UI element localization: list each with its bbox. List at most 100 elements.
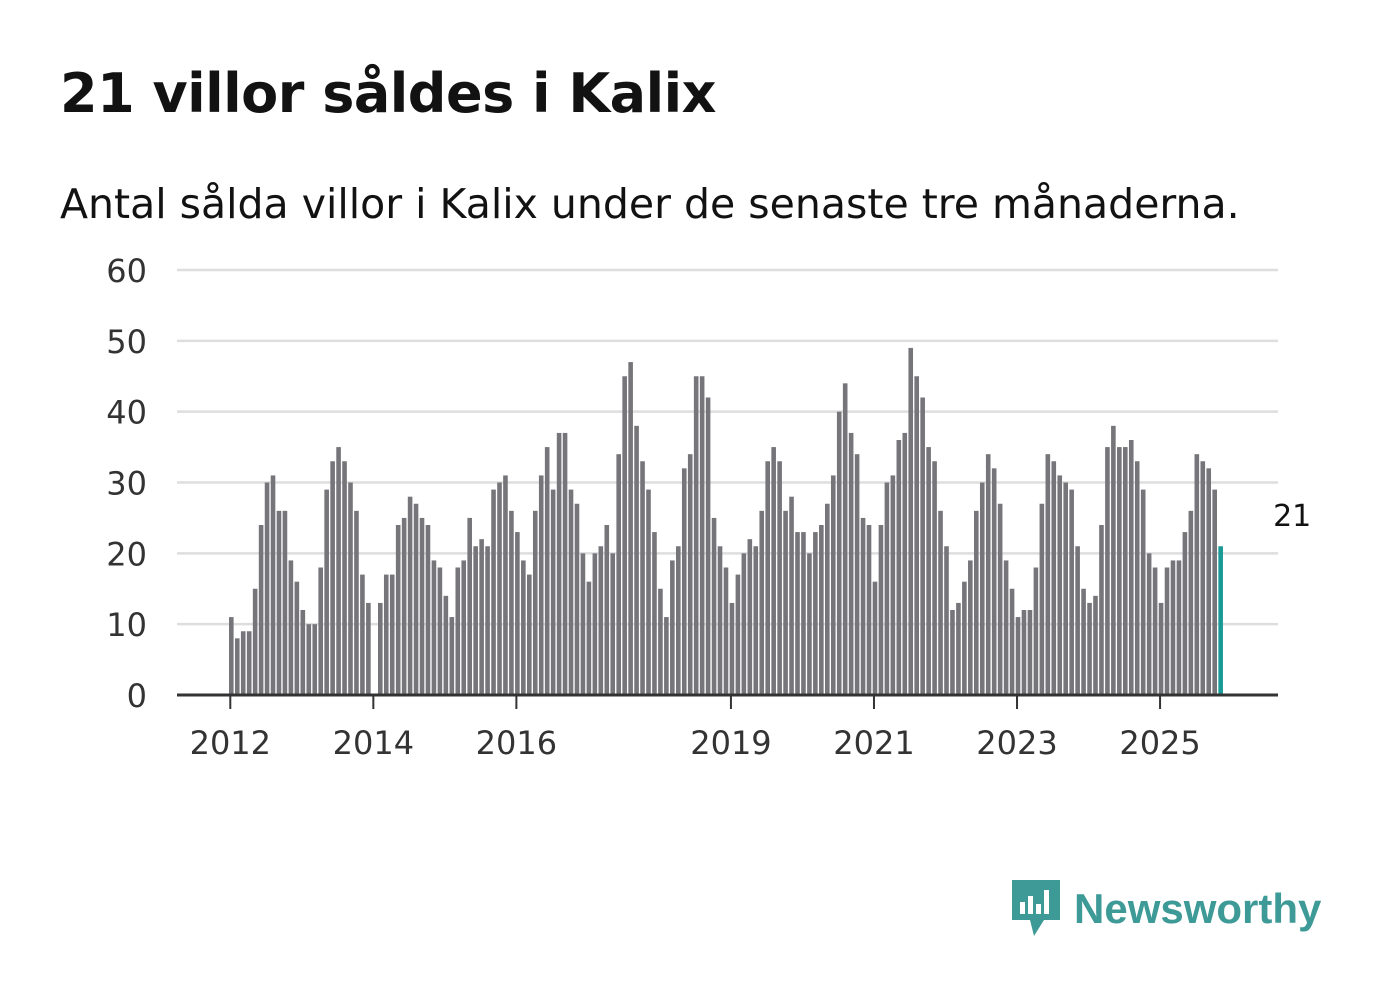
bar <box>461 560 467 695</box>
bar <box>437 567 443 695</box>
bar <box>813 532 818 695</box>
bar <box>866 525 872 695</box>
bar <box>711 517 717 695</box>
bar <box>622 376 627 695</box>
y-tick-label: 30 <box>106 465 147 503</box>
bar <box>640 461 645 695</box>
bar <box>830 475 836 695</box>
bar <box>753 546 759 695</box>
bar <box>1099 525 1104 695</box>
brand-name: Newsworthy <box>1074 885 1322 932</box>
bar <box>729 602 735 695</box>
bar <box>1027 610 1033 695</box>
x-tick-label: 2019 <box>690 724 771 762</box>
newsworthy-brand[interactable]: Newsworthy <box>1010 878 1321 940</box>
bar <box>246 631 252 695</box>
bar <box>586 581 592 695</box>
bar <box>550 489 556 695</box>
bar <box>288 560 294 695</box>
bar <box>324 489 329 695</box>
bar <box>562 432 568 695</box>
bar <box>628 362 633 695</box>
bar <box>878 525 884 695</box>
bar <box>693 376 699 695</box>
chart-title: 21 villor såldes i Kalix <box>60 62 716 125</box>
bar <box>378 602 383 695</box>
bar <box>783 510 788 695</box>
bar <box>264 482 270 695</box>
bar <box>896 440 902 695</box>
bar <box>1093 595 1098 695</box>
bar <box>252 588 258 695</box>
bar <box>1188 510 1194 695</box>
y-tick-label: 0 <box>127 677 147 715</box>
bar <box>765 461 770 695</box>
bar <box>1075 546 1080 695</box>
bar <box>598 546 604 695</box>
bar <box>473 546 478 695</box>
bar <box>270 475 276 695</box>
x-axis-ticks: 2012 2014 2016 2019 2021 2023 2025 <box>190 695 1201 762</box>
bar <box>342 461 347 695</box>
bar <box>634 425 639 695</box>
bar <box>419 517 425 695</box>
bar <box>1015 617 1021 695</box>
chart-subtitle: Antal sålda villor i Kalix under de sena… <box>60 180 1240 228</box>
bar <box>795 532 800 695</box>
bar <box>705 397 711 695</box>
bar <box>759 510 765 695</box>
bar <box>366 602 371 695</box>
bar <box>1117 447 1122 695</box>
bar <box>1105 447 1110 695</box>
bar <box>276 510 282 695</box>
bar <box>932 461 937 695</box>
bar <box>389 574 395 695</box>
bar <box>789 496 794 695</box>
bar <box>497 482 502 695</box>
bar-highlight <box>1218 546 1223 695</box>
bar <box>515 532 520 695</box>
bar <box>997 503 1003 695</box>
bar <box>568 489 574 695</box>
bar <box>425 525 431 695</box>
bar <box>723 567 729 695</box>
bar <box>1134 461 1140 695</box>
bar <box>825 503 830 695</box>
bar <box>676 546 681 695</box>
bars <box>229 347 1223 695</box>
bar <box>699 376 705 695</box>
bar <box>407 496 413 695</box>
bar <box>1063 482 1068 695</box>
bar <box>383 574 389 695</box>
bar <box>801 532 806 695</box>
bar <box>681 468 687 695</box>
y-tick-label: 20 <box>106 535 147 573</box>
bar <box>872 581 878 695</box>
bar <box>1123 447 1128 695</box>
bar <box>819 525 824 695</box>
bar <box>1206 468 1212 695</box>
x-tick-label: 2025 <box>1119 724 1200 762</box>
bar <box>1111 425 1116 695</box>
newsworthy-logo-icon <box>1012 880 1060 936</box>
bar <box>318 567 323 695</box>
bar <box>1146 553 1152 695</box>
bar <box>229 617 234 695</box>
y-tick-label: 40 <box>106 394 147 432</box>
bar <box>962 581 967 695</box>
bar <box>1087 602 1092 695</box>
bar <box>1021 610 1027 695</box>
bar <box>1003 560 1009 695</box>
y-tick-label: 10 <box>106 606 147 644</box>
bar <box>592 553 598 695</box>
bar <box>538 475 544 695</box>
bar <box>521 560 526 695</box>
bar <box>658 588 663 695</box>
x-tick-label: 2016 <box>476 724 557 762</box>
bar <box>836 411 842 695</box>
bar <box>717 546 723 695</box>
bar <box>354 510 359 695</box>
bar <box>294 581 300 695</box>
bar <box>1170 560 1176 695</box>
bar <box>920 397 925 695</box>
